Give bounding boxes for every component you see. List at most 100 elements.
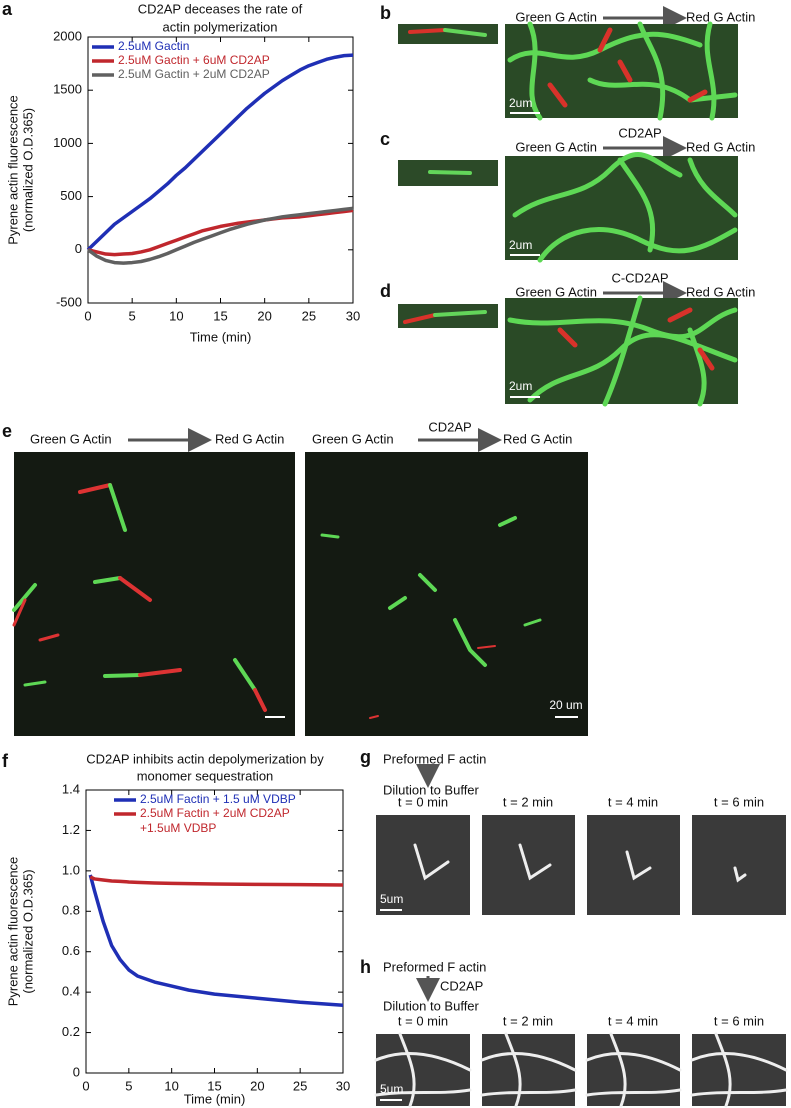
treatment: CD2AP [440, 978, 483, 993]
step-label: Preformed F actin [383, 959, 486, 974]
x-tick-label: 30 [346, 308, 360, 323]
scale-bar-label: 20 um [549, 698, 582, 712]
series-line [87, 208, 354, 257]
micrograph [12, 452, 588, 736]
plot-frame [87, 36, 354, 304]
scale-bar-label: 2um [509, 96, 532, 110]
y-axis-label: Pyrene actin fluorescence [5, 857, 20, 1007]
condition-from: Green G Actin [312, 431, 394, 446]
y-tick-label: 1000 [53, 135, 82, 150]
y-tick-label: 0.2 [62, 1024, 80, 1039]
panel-label: a [2, 0, 13, 19]
y-tick-label: 1.2 [62, 822, 80, 837]
micrograph [398, 21, 738, 121]
chart-title: actin polymerization [163, 19, 278, 34]
condition-to: Red G Actin [686, 284, 755, 299]
panel-label: g [360, 747, 371, 767]
step-label: Dilution to Buffer [383, 998, 480, 1013]
x-tick-label: 25 [293, 1078, 307, 1093]
condition-to: Red G Actin [686, 9, 755, 24]
time-label: t = 0 min [398, 794, 448, 809]
condition-from: Green G Actin [515, 139, 597, 154]
condition-from: Green G Actin [30, 431, 112, 446]
x-tick-label: 0 [82, 1078, 89, 1093]
plot-frame [85, 789, 344, 1074]
x-tick-label: 15 [213, 308, 227, 323]
micrograph [376, 815, 786, 915]
x-tick-label: 5 [129, 308, 136, 323]
y-tick-label: 500 [60, 188, 82, 203]
scale-bar-label: 2um [509, 379, 532, 393]
time-label: t = 0 min [398, 1013, 448, 1028]
step-label: Preformed F actin [383, 751, 486, 766]
y-tick-label: 0 [73, 1064, 80, 1079]
x-tick-label: 5 [125, 1078, 132, 1093]
chart-title: CD2AP inhibits actin depolymerization by [86, 751, 324, 766]
condition-from: Green G Actin [515, 9, 597, 24]
x-tick-label: 25 [302, 308, 316, 323]
y-tick-label: 1500 [53, 82, 82, 97]
legend-item: 2.5uM Factin + 1.5 uM VDBP [140, 792, 296, 806]
legend-item: 2.5uM Factin + 2uM CD2AP +1.5uM VDBP [140, 806, 290, 835]
x-tick-label: 15 [207, 1078, 221, 1093]
time-label: t = 4 min [608, 1013, 658, 1028]
series-line [86, 206, 354, 265]
panel-label: f [2, 751, 9, 771]
y-tick-label: 2000 [53, 28, 82, 43]
y-axis-label: (normalized O.D.365) [20, 108, 35, 232]
y-axis-label: Pyrene actin fluorescence [5, 95, 20, 245]
panel-label: h [360, 957, 371, 977]
y-tick-label: 0.6 [62, 943, 80, 958]
x-axis-label: Time (min) [184, 1091, 246, 1106]
legend-label: 2.5uM Gactin + 2uM CD2AP [118, 67, 270, 81]
condition-from: Green G Actin [515, 284, 597, 299]
x-axis-label: Time (min) [190, 329, 252, 344]
legend-item: 2.5uM Gactin + 2uM CD2AP [118, 67, 270, 81]
time-label: t = 4 min [608, 794, 658, 809]
chart-title: CD2AP deceases the rate of [138, 1, 303, 16]
panel-label: b [380, 3, 391, 23]
time-label: t = 2 min [503, 794, 553, 809]
treatment: CD2AP [618, 125, 661, 140]
y-tick-label: 1.0 [62, 862, 80, 877]
step-label: Dilution to Buffer [383, 782, 480, 797]
legend-label: 2.5uM Factin + 2uM CD2AP +1.5uM VDBP [140, 806, 290, 835]
micrograph [374, 1032, 788, 1108]
legend-item: 2.5uM Gactin + 6uM CD2AP [118, 53, 270, 67]
x-tick-label: 10 [164, 1078, 178, 1093]
time-label: t = 2 min [503, 1013, 553, 1028]
y-tick-label: 0.4 [62, 984, 80, 999]
condition-to: Red G Actin [686, 139, 755, 154]
panel-label: e [2, 421, 12, 441]
series-line [86, 53, 354, 252]
y-tick-label: -500 [56, 294, 82, 309]
y-tick-label: 0 [75, 241, 82, 256]
treatment: C-CD2AP [611, 270, 668, 285]
x-tick-label: 10 [169, 308, 183, 323]
series-line [89, 875, 344, 887]
scale-bar-label: 2um [509, 238, 532, 252]
legend-label: 2.5uM Gactin [118, 39, 190, 53]
series-line [88, 874, 344, 1008]
condition-to: Red G Actin [215, 431, 284, 446]
micrograph [398, 151, 738, 263]
panel-label: d [380, 281, 391, 301]
legend-label: 2.5uM Factin + 1.5 uM VDBP [140, 792, 296, 806]
y-tick-label: 0.8 [62, 903, 80, 918]
y-tick-label: 1.4 [62, 781, 80, 796]
y-axis-label: (normalized O.D.365) [20, 869, 35, 993]
legend-item: 2.5uM Gactin [118, 39, 190, 53]
x-tick-label: 30 [336, 1078, 350, 1093]
chart-title: monomer sequestration [137, 768, 274, 783]
treatment: CD2AP [428, 419, 471, 434]
panel-label: c [380, 129, 390, 149]
x-tick-label: 20 [257, 308, 271, 323]
legend-label: 2.5uM Gactin + 6uM CD2AP [118, 53, 270, 67]
condition-to: Red G Actin [503, 431, 572, 446]
scale-bar-label: 5um [380, 1082, 403, 1096]
x-tick-label: 20 [250, 1078, 264, 1093]
scale-bar-label: 5um [380, 892, 403, 906]
time-label: t = 6 min [714, 1013, 764, 1028]
time-label: t = 6 min [714, 794, 764, 809]
